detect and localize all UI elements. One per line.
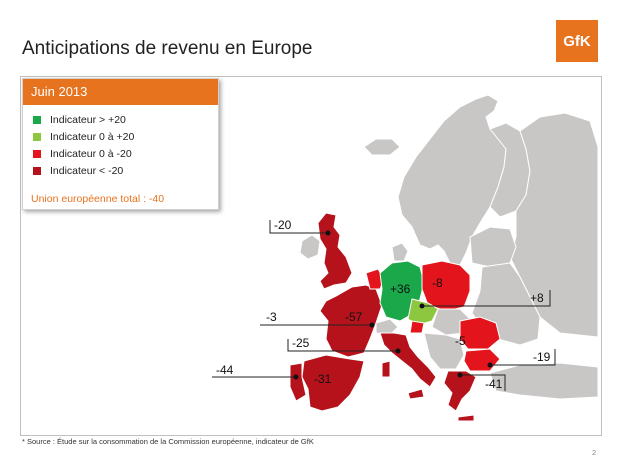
marker-italy (395, 348, 401, 354)
country-poland (421, 260, 471, 312)
value-greece: -41 (485, 377, 503, 391)
country-sardinia (381, 360, 391, 378)
country-sicily (407, 388, 425, 400)
value-italy: -25 (292, 336, 310, 350)
value-uk: -20 (274, 218, 292, 232)
gfk-logo: GfK (556, 20, 598, 62)
marker-bulgaria (487, 362, 493, 368)
country-crete (457, 414, 475, 422)
legend-item: Indicateur 0 à +20 (33, 128, 218, 145)
value-germany: +36 (390, 282, 411, 296)
legend-header: Juin 2013 (23, 79, 218, 105)
leader-bulgaria (490, 349, 556, 366)
country-greece (443, 370, 477, 412)
value-portugal: -44 (216, 363, 234, 377)
country-turkey (489, 362, 599, 400)
legend-label: Indicateur < -20 (50, 164, 124, 177)
value-belgium: -3 (266, 310, 277, 324)
value-france: -57 (345, 310, 363, 324)
country-switzerland (375, 318, 399, 336)
leader-austria (422, 290, 551, 307)
legend-swatch (33, 166, 41, 175)
country-italy (379, 332, 437, 388)
source-footnote: * Source : Étude sur la consommation de … (22, 437, 314, 446)
country-spain (301, 354, 365, 412)
value-bulgaria: -19 (533, 350, 551, 364)
country-bulgaria (463, 348, 501, 372)
legend-label: Indicateur > +20 (50, 113, 126, 126)
marker-uk (325, 230, 331, 236)
country-denmark (391, 242, 409, 262)
legend-item: Indicateur < -20 (33, 162, 218, 179)
country-slovenia (409, 320, 425, 334)
legend-total: Union européenne total : -40 (31, 193, 165, 205)
country-ireland (299, 234, 321, 260)
legend-label: Indicateur 0 à -20 (50, 147, 132, 160)
europe-map: -20 -3 -25 -44 +8 -19 -41 -57 +36 -8 -5 … (212, 94, 599, 422)
country-romania (459, 316, 501, 350)
marker-austria (419, 303, 425, 309)
legend-swatch (33, 132, 41, 141)
marker-portugal (293, 374, 299, 380)
legend-item: Indicateur > +20 (33, 111, 218, 128)
legend-swatch (33, 115, 41, 124)
legend-box: Juin 2013 Indicateur > +20 Indicateur 0 … (22, 78, 219, 210)
legend-items: Indicateur > +20 Indicateur 0 à +20 Indi… (23, 105, 218, 179)
country-iceland (363, 138, 401, 156)
page-title: Anticipations de revenu en Europe (22, 38, 313, 59)
value-spain: -31 (314, 372, 332, 386)
value-poland: -8 (432, 276, 443, 290)
marker-belgium (369, 322, 375, 328)
country-baltics (469, 226, 517, 268)
value-romania: -5 (455, 334, 466, 348)
country-portugal (289, 362, 307, 402)
country-balkans (423, 332, 465, 370)
page-number: 2 (592, 448, 597, 457)
value-austria: +8 (530, 291, 544, 305)
marker-greece (457, 372, 463, 378)
leader-italy (287, 339, 398, 352)
legend-label: Indicateur 0 à +20 (50, 130, 135, 143)
legend-swatch (33, 149, 41, 158)
leader-greece (460, 374, 506, 391)
leader-uk (269, 220, 328, 234)
country-uk (317, 212, 353, 290)
legend-item: Indicateur 0 à -20 (33, 145, 218, 162)
